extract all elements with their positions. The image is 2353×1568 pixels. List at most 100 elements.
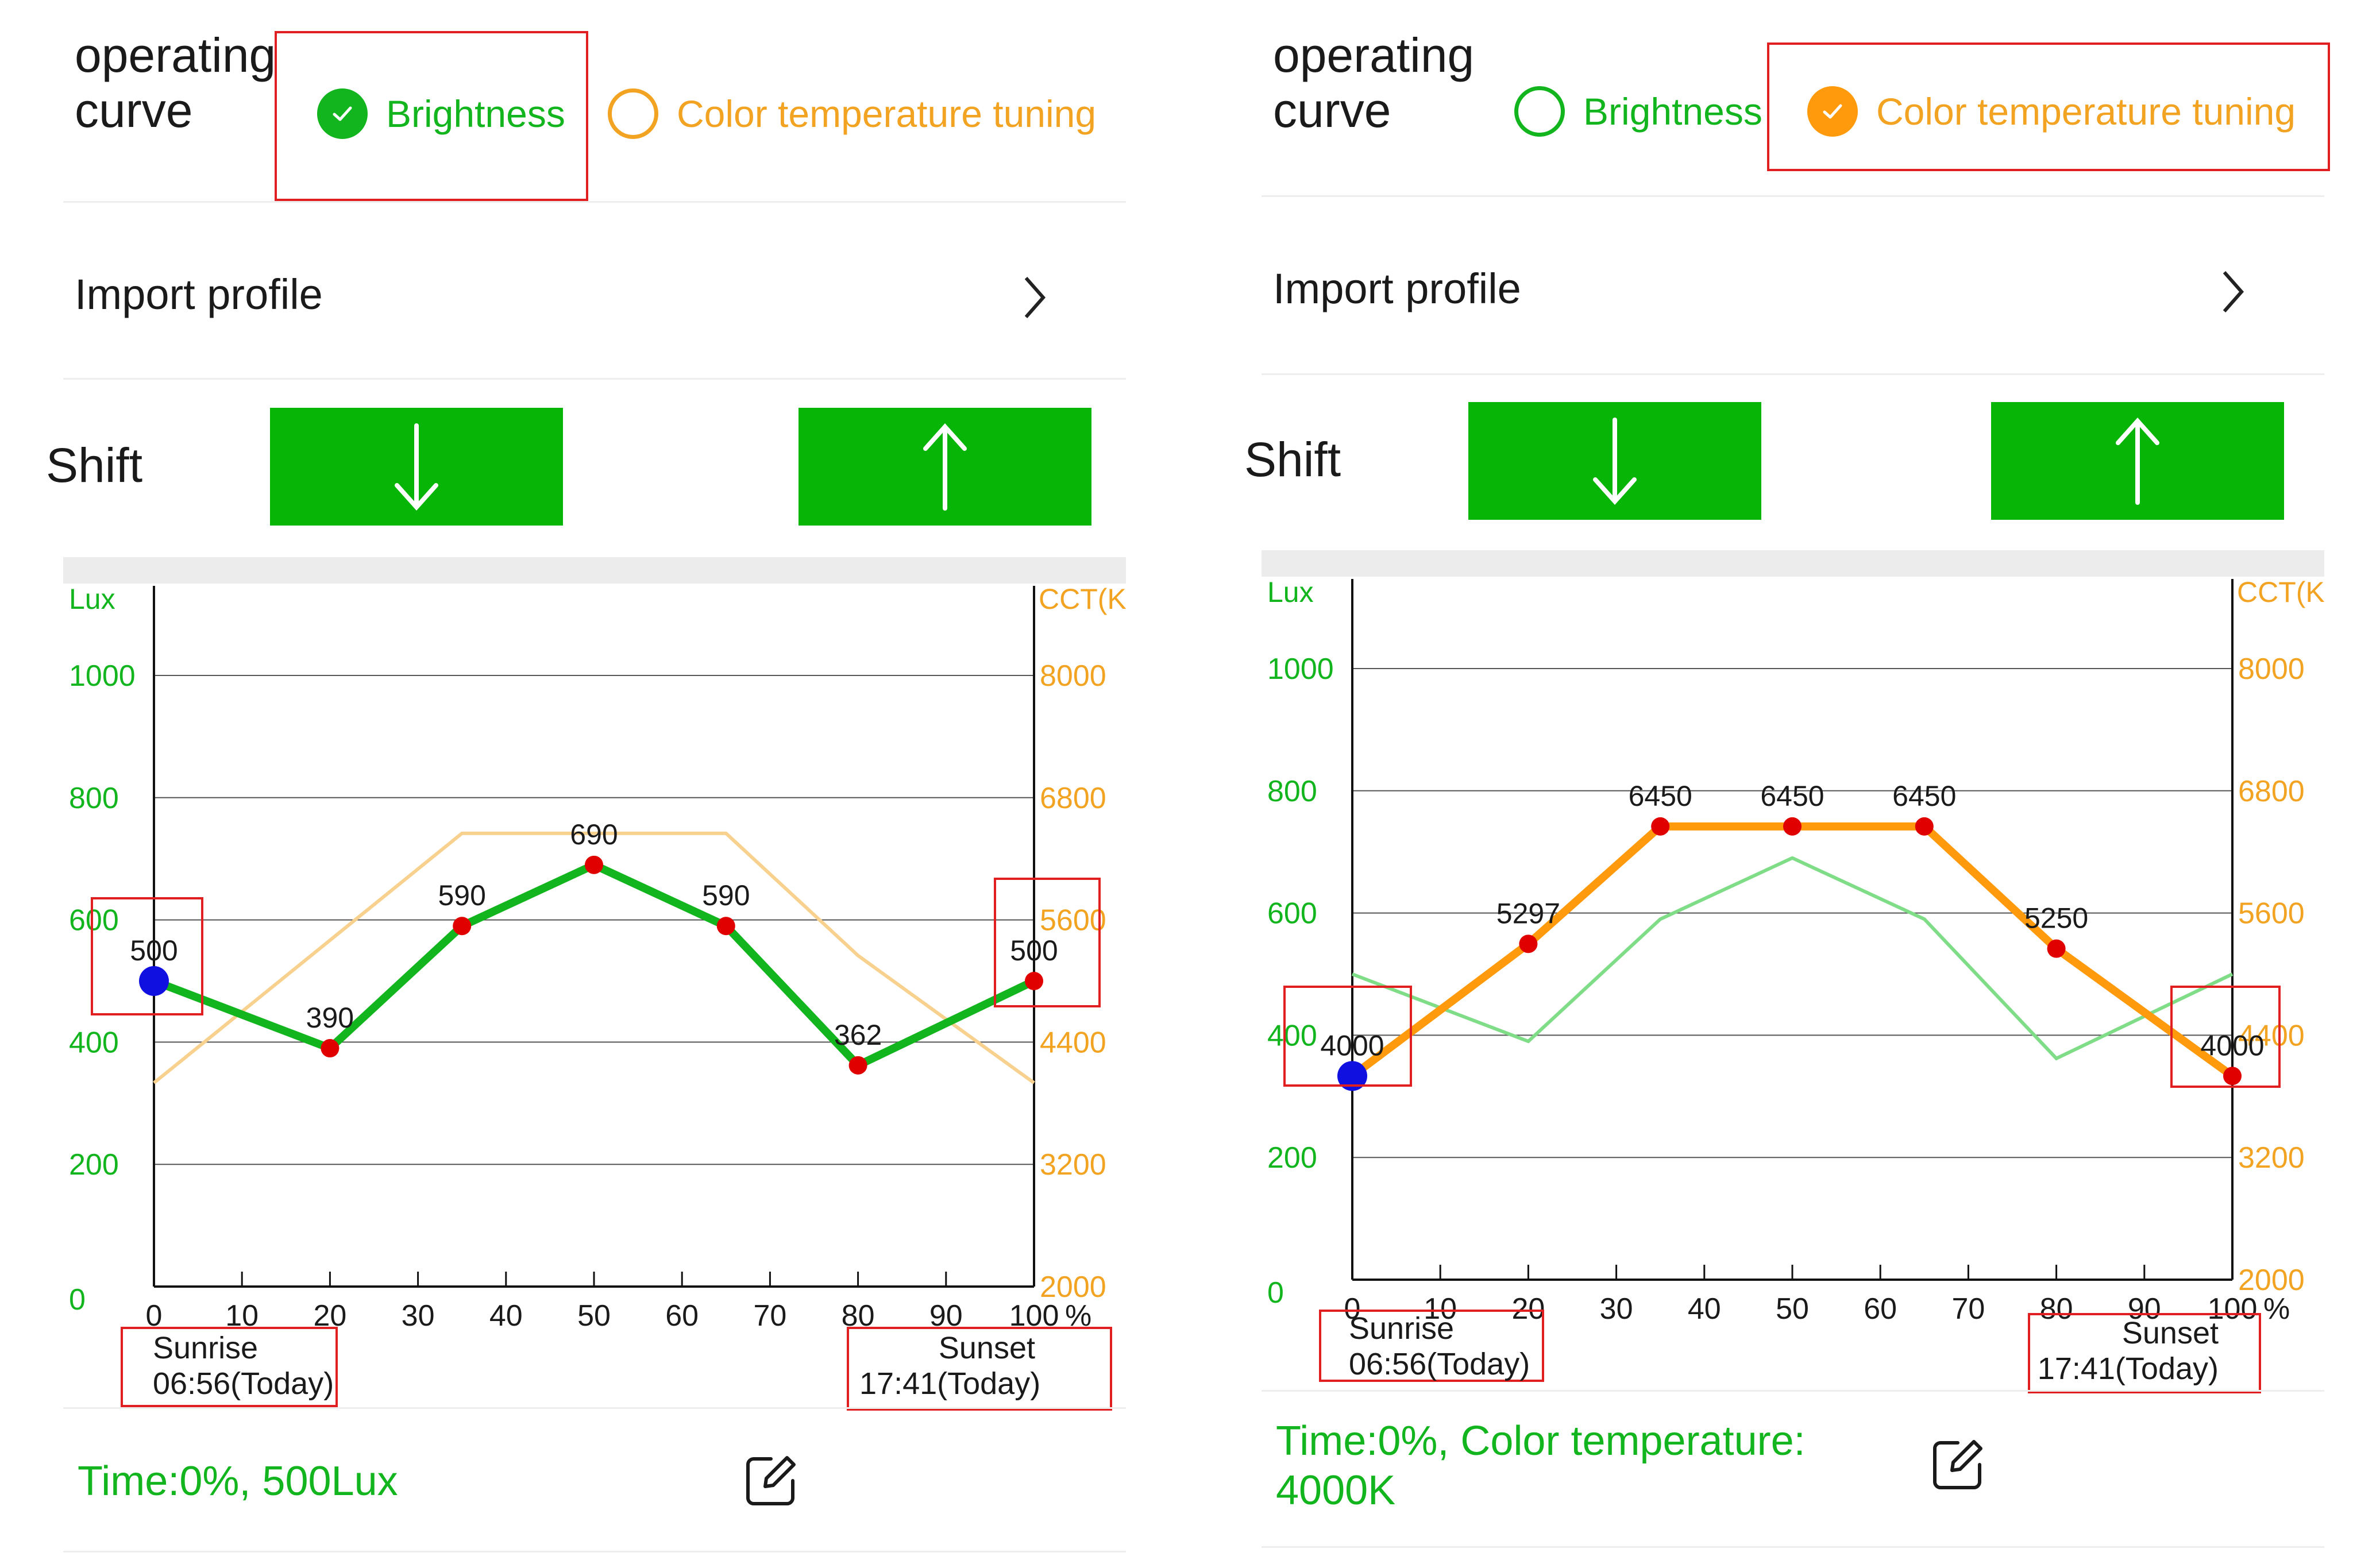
y-right-tick-label: 4400 [1040, 1026, 1106, 1059]
x-tick-label: 80 [2040, 1292, 2073, 1326]
y-right-tick-label: 8000 [2238, 652, 2305, 686]
y-left-tick-label: 400 [69, 1026, 119, 1059]
sunset-time: 17:41(Today) [2037, 1351, 2219, 1386]
data-point [1651, 817, 1670, 836]
highlight-box-sunset [847, 1327, 1112, 1411]
data-point-label: 690 [570, 818, 618, 851]
arrow-up-icon [923, 423, 967, 511]
color-temperature-option-label: Color temperature tuning [677, 92, 1097, 135]
data-point [716, 917, 735, 936]
chevron-right-icon [1024, 277, 1046, 318]
data-point [848, 1056, 867, 1075]
y-left-tick-label: 0 [1267, 1276, 1284, 1310]
y-left-tick-label: 200 [69, 1148, 119, 1181]
active-series-line [152, 860, 1036, 1069]
data-point-label: 5250 [2024, 902, 2088, 934]
shift-label: Shift [46, 438, 143, 492]
edit-icon[interactable] [1928, 1435, 1988, 1494]
import-profile-label: Import profile [75, 270, 323, 318]
import-profile-row[interactable]: Import profile [1273, 260, 2250, 317]
data-point-label: 6450 [1892, 780, 1956, 812]
sunset-info: Sunset 17:41(Today) [2037, 1315, 2219, 1387]
data-point-label: 500 [130, 934, 178, 967]
radio-unselected-icon [608, 88, 658, 139]
y-left-tick-label: 1000 [69, 659, 136, 693]
y-right-tick-label: 2000 [1040, 1270, 1106, 1304]
highlight-box-end-point [994, 878, 1101, 1007]
data-point-label: 4000 [1320, 1029, 1384, 1061]
sunset-info: Sunset 17:41(Today) [859, 1330, 1040, 1401]
shift-up-button[interactable] [1991, 402, 2284, 520]
current-data-point [139, 966, 169, 996]
check-icon [317, 88, 368, 139]
brightness-radio-option[interactable]: Brightness [1514, 86, 1762, 137]
operating-curve-label: operating curve [1273, 28, 1475, 137]
color-temperature-curve-chart[interactable]: Lux CCT(K02004006008001000200032004400560… [1198, 567, 2353, 1429]
radio-unselected-icon [1514, 86, 1565, 137]
y-right-tick-label: 3200 [1040, 1148, 1106, 1181]
y-right-tick-label: 4400 [2238, 1019, 2305, 1052]
x-tick-label: 30 [1600, 1292, 1633, 1326]
data-point-label: 390 [306, 1002, 354, 1034]
y-left-axis-title: Lux [1267, 576, 1314, 608]
check-icon [1807, 86, 1858, 137]
x-tick-label: 100 [2208, 1292, 2258, 1326]
data-point-label: 590 [438, 879, 485, 912]
y-right-tick-label: 6800 [1040, 782, 1106, 815]
x-tick-label: 40 [1688, 1292, 1721, 1326]
x-tick-label: 20 [1511, 1292, 1545, 1326]
data-point-label: 500 [1010, 934, 1058, 967]
highlight-box-color-temperature [1767, 43, 2330, 171]
y-right-tick-label: 2000 [2238, 1264, 2305, 1297]
highlight-box-start-point [1283, 986, 1412, 1087]
chart-header-divider [1262, 550, 2324, 577]
x-tick-label: 60 [665, 1299, 699, 1333]
highlight-box-sunrise [1319, 1310, 1544, 1382]
data-point [453, 917, 472, 936]
x-tick-label: 70 [753, 1299, 786, 1333]
data-point [321, 1039, 340, 1058]
data-point [2047, 939, 2066, 958]
data-point-label: 5297 [1496, 897, 1560, 929]
y-left-tick-label: 200 [1267, 1141, 1317, 1175]
x-tick-label: 60 [1864, 1292, 1897, 1326]
brightness-option-label: Brightness [1583, 90, 1762, 133]
sunrise-time: 06:56(Today) [1349, 1347, 1530, 1381]
edit-icon[interactable] [741, 1451, 801, 1511]
data-point [1915, 817, 1934, 836]
highlight-box-start-point [91, 897, 203, 1015]
data-point [585, 855, 603, 874]
y-left-tick-label: 400 [1267, 1019, 1317, 1052]
y-left-tick-label: 800 [69, 782, 119, 815]
chart-header-divider [63, 557, 1126, 584]
y-left-axis-title: Lux [69, 583, 115, 615]
import-profile-row[interactable]: Import profile [75, 265, 1051, 323]
sunrise-time: 06:56(Today) [153, 1366, 334, 1401]
shift-down-button[interactable] [1468, 402, 1761, 520]
color-temperature-radio-option[interactable]: Color temperature tuning [1807, 86, 2296, 137]
x-tick-label: 10 [1424, 1292, 1457, 1326]
x-tick-label: 50 [577, 1299, 611, 1333]
highlight-box-end-point [2170, 986, 2281, 1088]
x-tick-label: 50 [1776, 1292, 1809, 1326]
data-point-label: 4000 [2200, 1029, 2264, 1061]
brightness-mode-panel: operating curve Brightness Color tempera… [0, 0, 1155, 1568]
x-axis-unit-label: % [2263, 1292, 2290, 1326]
current-point-status: Time:0%, 500Lux [78, 1458, 398, 1504]
data-point [1025, 972, 1043, 990]
inactive-series-line [153, 831, 1035, 1084]
y-right-tick-label: 5600 [1040, 904, 1106, 937]
shift-up-button[interactable] [799, 408, 1091, 526]
brightness-curve-chart[interactable]: Lux CCT(K 0 200 400 600 800 1000 2000 3200 4400 560… [0, 574, 1155, 1436]
x-tick-label: 90 [2128, 1292, 2161, 1326]
brightness-radio-option[interactable]: Brightness [317, 88, 565, 139]
color-temperature-radio-option[interactable]: Color temperature tuning [608, 88, 1096, 139]
y-left-tick-label: 600 [69, 904, 119, 937]
sunrise-label: Sunrise [153, 1331, 259, 1365]
sunset-label: Sunset [2121, 1316, 2219, 1350]
highlight-box-sunset [2028, 1313, 2261, 1393]
y-left-tick-label: 800 [1267, 775, 1317, 808]
shift-down-button[interactable] [270, 408, 563, 526]
y-right-tick-label: 5600 [2238, 897, 2305, 930]
color-temperature-mode-panel: operating curve Brightness Color tempera… [1198, 0, 2353, 1568]
